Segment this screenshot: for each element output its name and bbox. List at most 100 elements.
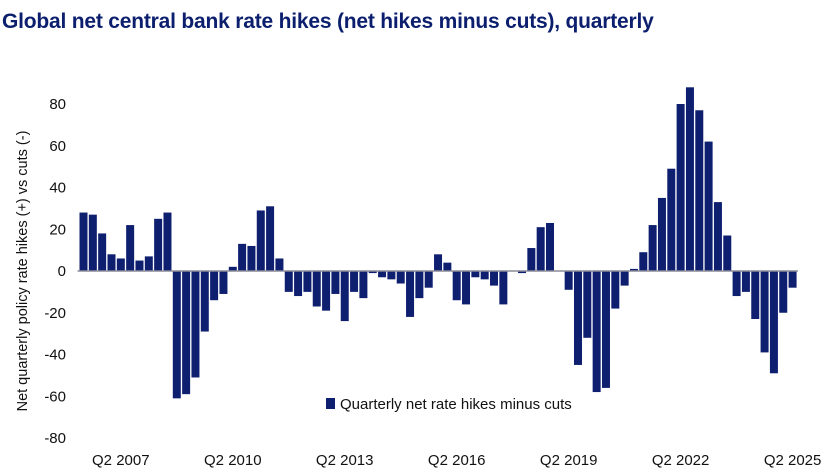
x-tick-label: Q2 2010 <box>204 452 262 469</box>
bar <box>294 271 303 297</box>
bar <box>154 218 163 271</box>
bar <box>490 271 499 286</box>
bar <box>275 258 284 271</box>
bar <box>564 271 573 290</box>
bar <box>331 271 340 294</box>
bar <box>518 271 527 274</box>
bar <box>126 225 135 271</box>
bars <box>79 87 797 399</box>
bar <box>779 271 788 313</box>
y-tick-label: 60 <box>49 138 66 155</box>
x-tick-label: Q2 2022 <box>652 452 710 469</box>
bar <box>228 266 237 271</box>
bar <box>359 271 368 299</box>
bar <box>723 235 732 271</box>
bar <box>741 271 750 292</box>
bar <box>424 271 433 288</box>
legend-label: Quarterly net rate hikes minus cuts <box>340 396 572 413</box>
bar <box>452 271 461 301</box>
legend-swatch <box>326 398 335 409</box>
bar <box>546 222 554 271</box>
bar <box>387 271 396 280</box>
bar <box>98 233 107 271</box>
bar <box>172 271 181 399</box>
bar <box>238 243 247 271</box>
bar <box>583 271 592 338</box>
legend: Quarterly net rate hikes minus cuts <box>326 396 572 413</box>
bar <box>657 197 666 271</box>
bar <box>592 271 601 393</box>
bar <box>471 271 480 278</box>
bar <box>247 245 256 271</box>
bar <box>378 271 387 278</box>
bar <box>676 104 685 271</box>
bar <box>312 271 321 307</box>
y-axis-ticks: 80 60 40 20 0 -20 -40 -60 -80 <box>44 96 66 447</box>
y-axis-label: Net quarterly policy rate hikes (+) vs c… <box>15 131 31 412</box>
bar <box>107 254 116 271</box>
y-tick-label: 80 <box>49 96 66 113</box>
bar <box>601 271 610 388</box>
bar <box>695 110 704 271</box>
bar <box>219 271 228 294</box>
bar <box>191 271 200 378</box>
bar <box>788 271 797 288</box>
y-tick-label: 0 <box>58 263 66 280</box>
bar <box>704 141 713 271</box>
y-tick-label: 40 <box>49 180 66 197</box>
bar <box>648 225 657 271</box>
bar <box>163 212 172 271</box>
bar <box>256 210 265 271</box>
y-tick-label: -80 <box>44 430 66 447</box>
y-tick-label: -60 <box>44 388 66 405</box>
bar <box>322 271 331 311</box>
bar <box>639 252 648 271</box>
y-tick-label: 20 <box>49 221 66 238</box>
bar <box>611 271 620 309</box>
bar <box>443 262 452 271</box>
bar <box>667 168 676 271</box>
bar <box>210 271 219 301</box>
x-tick-label: Q2 2025 <box>764 452 822 469</box>
x-tick-label: Q2 2013 <box>316 452 374 469</box>
bar <box>732 271 741 297</box>
y-tick-label: -40 <box>44 347 66 364</box>
bar <box>368 271 377 274</box>
bar <box>713 202 722 271</box>
chart-title: Global net central bank rate hikes (net … <box>2 10 654 33</box>
bar <box>116 258 125 271</box>
bar <box>79 212 88 271</box>
bar <box>536 227 545 271</box>
bar <box>200 271 209 332</box>
x-tick-label: Q2 2019 <box>540 452 598 469</box>
bar <box>769 271 778 374</box>
x-tick-label: Q2 2007 <box>92 452 150 469</box>
bar <box>135 260 144 271</box>
bar <box>527 248 536 271</box>
bar <box>88 214 97 271</box>
bar <box>462 271 471 305</box>
bar <box>182 271 191 395</box>
bar <box>573 271 582 365</box>
bar <box>350 271 359 292</box>
bar <box>629 268 638 271</box>
bar <box>480 271 489 280</box>
bar <box>406 271 415 317</box>
x-axis-ticks: Q2 2007 Q2 2010 Q2 2013 Q2 2016 Q2 2019 Q2 20… <box>92 452 821 469</box>
bar <box>266 206 275 271</box>
bar <box>340 271 349 322</box>
bar <box>685 87 694 271</box>
y-tick-label: -20 <box>44 305 66 322</box>
bar <box>434 254 443 271</box>
bar <box>284 271 293 292</box>
bar <box>144 256 153 271</box>
bar <box>303 271 312 292</box>
bar <box>415 271 424 299</box>
bar <box>620 271 629 286</box>
bar <box>751 271 760 320</box>
bar <box>499 271 508 305</box>
bar <box>760 271 769 353</box>
bar <box>396 271 405 284</box>
x-tick-label: Q2 2016 <box>428 452 486 469</box>
